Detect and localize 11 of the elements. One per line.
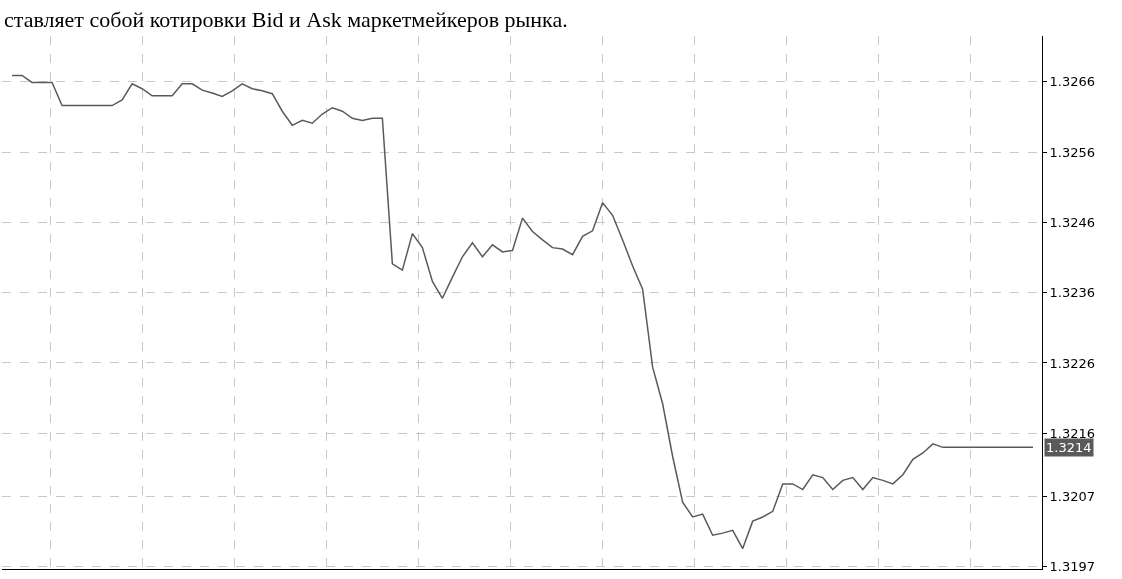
- text: 1.3214: [1046, 440, 1092, 455]
- text: ставляет собой котировки Bid и Ask маркетмейкеров рынка.: [4, 7, 568, 32]
- y-tick-label: 1.3226: [1049, 355, 1096, 371]
- y-tick-label: 1.3246: [1049, 214, 1096, 230]
- y-tick-label: 1.3197: [1049, 559, 1096, 575]
- y-tick-label: 1.3236: [1049, 285, 1096, 301]
- y-tick-label: 1.3216: [1049, 425, 1096, 441]
- y-tick-label: 1.3266: [1049, 74, 1096, 90]
- y-tick-label: 1.3256: [1049, 144, 1096, 160]
- line-series: [11, 74, 1034, 550]
- y-tick-label: 1.3207: [1049, 489, 1096, 505]
